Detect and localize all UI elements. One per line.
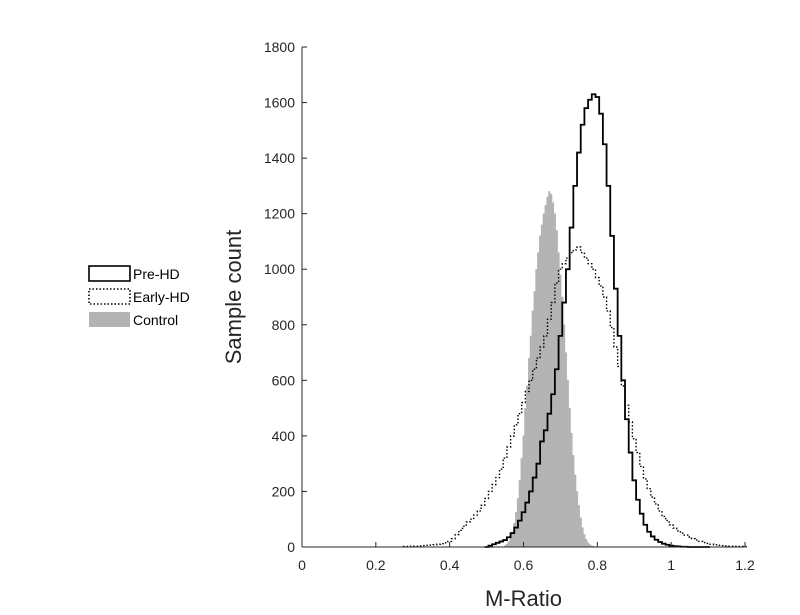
control-bar — [515, 512, 518, 548]
legend-swatch-pre-hd — [88, 265, 131, 282]
control-bar — [583, 534, 586, 548]
control-bar — [548, 191, 551, 548]
y-tick-label: 1200 — [264, 206, 295, 222]
control-bar — [579, 517, 582, 548]
control-bar — [559, 274, 562, 548]
control-bar — [529, 335, 532, 548]
legend: Pre-HD Early-HD Control — [88, 265, 190, 328]
control-bar — [566, 380, 569, 548]
series-line-early-hd — [402, 246, 748, 548]
control-bar — [507, 541, 510, 548]
control-bar — [544, 205, 547, 548]
x-tick-label: 0 — [298, 557, 306, 573]
x-tick-label: 0.4 — [440, 557, 460, 573]
control-bar — [518, 480, 521, 548]
legend-label-control: Control — [133, 312, 178, 328]
y-tick-label: 400 — [272, 428, 296, 444]
legend-label-pre-hd: Pre-HD — [133, 266, 180, 282]
y-ticks: 0 200 400 600 800 1000 1200 1400 1600 1800 — [264, 39, 307, 555]
control-bar — [587, 542, 590, 548]
y-tick-label: 800 — [272, 317, 296, 333]
control-bar — [574, 474, 577, 548]
control-bar — [551, 202, 555, 548]
control-bar — [542, 213, 545, 548]
control-bar — [540, 224, 544, 548]
x-tick-label: 0.2 — [366, 557, 386, 573]
y-tick-label: 600 — [272, 372, 296, 388]
control-bar — [531, 310, 534, 548]
x-tick-label: 1 — [667, 557, 675, 573]
x-tick-label: 1.2 — [735, 557, 755, 573]
control-bar — [577, 505, 580, 548]
y-tick-label: 1800 — [264, 39, 295, 55]
control-bar — [568, 407, 571, 548]
control-bar — [550, 194, 553, 548]
control-bar — [555, 230, 558, 548]
control-bar — [533, 291, 536, 548]
control-bar — [537, 252, 540, 548]
y-tick-label: 1400 — [264, 150, 295, 166]
control-bar — [581, 527, 584, 548]
series-control — [503, 191, 597, 548]
control-bar — [509, 537, 512, 548]
control-bar — [585, 539, 588, 548]
control-bar — [535, 269, 538, 548]
legend-swatch-early-hd — [88, 288, 131, 305]
y-tick-label: 0 — [287, 539, 295, 555]
control-bar — [572, 455, 575, 548]
x-tick-label: 0.6 — [514, 557, 534, 573]
legend-swatch-control — [89, 312, 130, 327]
control-bar — [539, 235, 542, 548]
control-bar — [557, 252, 560, 548]
control-bar — [522, 435, 525, 548]
control-bar — [563, 324, 566, 548]
control-bar — [564, 352, 568, 548]
control-bar — [526, 385, 529, 548]
control-bar — [570, 432, 573, 548]
control-bar — [524, 407, 527, 548]
y-tick-label: 1600 — [264, 95, 295, 111]
control-bar — [511, 531, 514, 548]
control-bar — [527, 357, 531, 548]
x-axis-title: M-Ratio — [485, 586, 562, 611]
control-bar — [520, 457, 523, 548]
series-layer — [402, 93, 748, 548]
control-bar — [575, 491, 579, 548]
legend-label-early-hd: Early-HD — [133, 289, 190, 305]
y-tick-label: 1000 — [264, 261, 295, 277]
y-axis-title: Sample count — [221, 230, 246, 365]
y-tick-label: 200 — [272, 483, 296, 499]
series-line-pre-hd — [484, 93, 710, 548]
control-bar — [546, 196, 549, 548]
x-tick-label: 0.8 — [588, 557, 608, 573]
x-ticks: 0 0.2 0.4 0.6 0.8 1 1.2 — [298, 542, 755, 573]
